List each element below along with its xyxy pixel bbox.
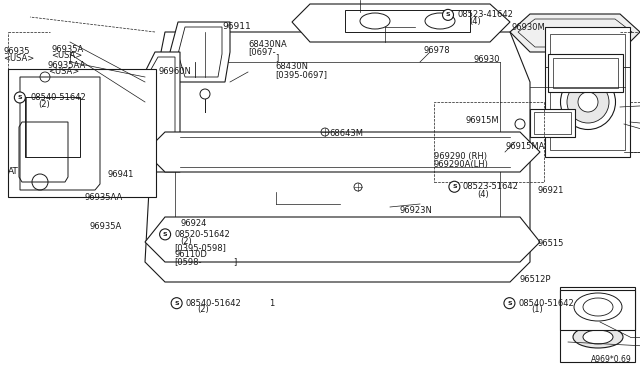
Text: 68430N: 68430N [275, 62, 308, 71]
Text: 96935A: 96935A [51, 45, 83, 54]
Text: S: S [507, 301, 512, 306]
Circle shape [159, 229, 171, 240]
Polygon shape [560, 287, 635, 362]
Text: 96941: 96941 [108, 170, 134, 179]
Text: 969290 (RH): 969290 (RH) [434, 153, 487, 161]
Text: <USA>: <USA> [3, 54, 35, 63]
Bar [434, 102, 544, 182]
Text: (2): (2) [180, 237, 192, 246]
Text: 08523-51642: 08523-51642 [463, 182, 518, 191]
Text: [0598-: [0598- [174, 257, 202, 266]
Text: S: S [174, 301, 179, 306]
Text: 96923N: 96923N [400, 206, 433, 215]
Text: 96935A: 96935A [90, 222, 122, 231]
Text: 1: 1 [269, 299, 274, 308]
Text: 96915M: 96915M [466, 116, 500, 125]
Text: 96930M: 96930M [512, 23, 546, 32]
Polygon shape [510, 14, 640, 52]
Polygon shape [145, 217, 540, 262]
Text: 96935AA: 96935AA [48, 61, 86, 70]
Polygon shape [292, 4, 510, 42]
Text: 96924: 96924 [180, 219, 207, 228]
Ellipse shape [578, 92, 598, 112]
Text: 96921: 96921 [538, 186, 564, 195]
Circle shape [449, 181, 460, 192]
Text: (4): (4) [477, 190, 488, 199]
Text: 96911: 96911 [223, 22, 251, 31]
Text: (2): (2) [197, 305, 209, 314]
Text: S: S [17, 95, 22, 100]
Text: 96960N: 96960N [159, 67, 191, 76]
Ellipse shape [573, 326, 623, 348]
Ellipse shape [567, 81, 609, 123]
Text: 96930: 96930 [474, 55, 500, 64]
Text: A969*0.69: A969*0.69 [591, 355, 632, 364]
Text: ]: ] [275, 53, 278, 62]
Text: S: S [452, 184, 457, 189]
Text: 68430NA: 68430NA [248, 40, 287, 49]
Text: ]: ] [234, 257, 237, 266]
Ellipse shape [583, 330, 613, 344]
Bar [548, 54, 623, 92]
Text: 96978: 96978 [424, 46, 451, 55]
Bar [8, 69, 156, 197]
Polygon shape [140, 52, 180, 172]
Text: 68643M: 68643M [330, 129, 364, 138]
Text: AT: AT [8, 167, 19, 176]
Circle shape [442, 9, 454, 20]
Text: (4): (4) [469, 17, 481, 26]
Text: 96935AA: 96935AA [84, 193, 123, 202]
Bar [534, 112, 571, 134]
Text: (1): (1) [531, 305, 543, 314]
Text: 08540-51642: 08540-51642 [186, 299, 241, 308]
Polygon shape [560, 290, 635, 330]
Text: 08540-51642: 08540-51642 [31, 93, 86, 102]
Polygon shape [145, 32, 530, 282]
Text: S: S [445, 12, 451, 17]
Polygon shape [170, 22, 230, 82]
Circle shape [14, 92, 26, 103]
Text: <USA>: <USA> [48, 67, 79, 76]
Text: 969290A(LH): 969290A(LH) [434, 160, 489, 169]
Text: 96915MA: 96915MA [506, 142, 545, 151]
Bar [553, 58, 618, 88]
Text: S: S [163, 232, 168, 237]
Text: 08523-41642: 08523-41642 [458, 10, 513, 19]
Circle shape [171, 298, 182, 309]
Text: 08540-51642: 08540-51642 [518, 299, 574, 308]
Polygon shape [545, 27, 630, 157]
Text: [0395-0697]: [0395-0697] [275, 70, 327, 79]
Bar [530, 109, 575, 137]
Polygon shape [145, 132, 540, 172]
Text: 96512P: 96512P [520, 275, 551, 284]
Text: 96110D: 96110D [174, 250, 207, 259]
Bar [25, 97, 80, 157]
Text: 08520-51642: 08520-51642 [174, 230, 230, 239]
Text: <USA>: <USA> [51, 51, 83, 60]
Ellipse shape [561, 74, 616, 129]
Text: 96515: 96515 [538, 239, 564, 248]
Text: 96935: 96935 [3, 47, 29, 56]
Text: (2): (2) [38, 100, 50, 109]
Circle shape [504, 298, 515, 309]
Text: [0395-0598]: [0395-0598] [174, 244, 226, 253]
Text: [0697-: [0697- [248, 47, 276, 56]
